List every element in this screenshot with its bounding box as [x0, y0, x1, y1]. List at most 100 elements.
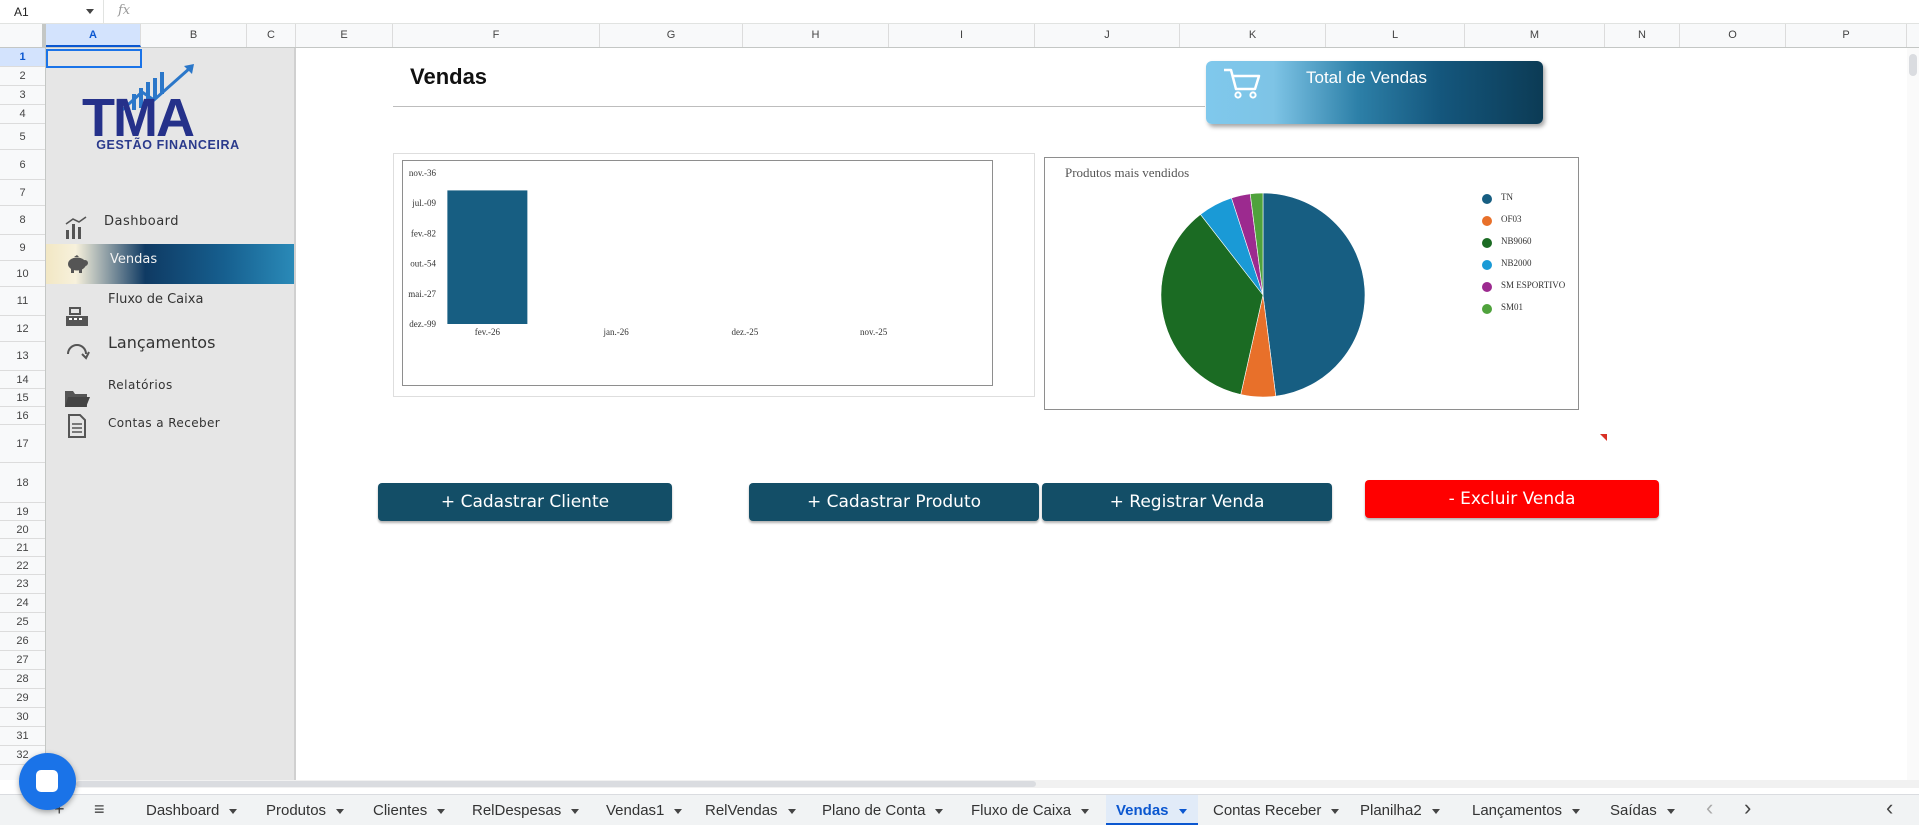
column-header-cell[interactable]: N: [1605, 24, 1680, 47]
row-header-cell[interactable]: 2: [0, 67, 45, 86]
sheet-tab[interactable]: Produtos: [256, 795, 345, 825]
row-header-cell[interactable]: 26: [0, 632, 45, 651]
chevron-down-icon[interactable]: [1572, 808, 1581, 814]
comment-indicator[interactable]: [1600, 434, 1607, 441]
row-header-cell[interactable]: 23: [0, 575, 45, 594]
prev-tab-button[interactable]: ‹: [1706, 795, 1714, 820]
name-box-dropdown-icon[interactable]: [86, 9, 94, 14]
row-header-cell[interactable]: 6: [0, 150, 45, 180]
pie-chart[interactable]: [1045, 158, 1578, 409]
bar[interactable]: [447, 190, 528, 324]
column-header-cell[interactable]: C: [247, 24, 296, 47]
column-header-cell[interactable]: O: [1680, 24, 1786, 47]
chevron-down-icon[interactable]: [229, 808, 238, 814]
sheet-tab[interactable]: Vendas: [1106, 795, 1198, 825]
sheet-tab[interactable]: RelDespesas: [462, 795, 580, 825]
row-header-cell[interactable]: 32: [0, 746, 45, 765]
row-header-cell[interactable]: 7: [0, 180, 45, 206]
vertical-scrollbar[interactable]: [1907, 48, 1919, 780]
sheet-tab[interactable]: Planilha2: [1350, 795, 1440, 825]
horizontal-scroll-thumb[interactable]: [76, 781, 1036, 787]
column-header-cell[interactable]: F: [393, 24, 600, 47]
column-header-cell[interactable]: J: [1035, 24, 1180, 47]
row-header-cell[interactable]: 21: [0, 539, 45, 557]
row-header-cell[interactable]: 10: [0, 261, 45, 287]
row-header-cell[interactable]: 17: [0, 425, 45, 463]
row-header-cell[interactable]: 3: [0, 86, 45, 105]
sheet-tab[interactable]: Fluxo de Caixa: [961, 795, 1090, 825]
chevron-down-icon[interactable]: [1666, 808, 1675, 814]
chevron-down-icon[interactable]: [1178, 808, 1187, 814]
row-header-cell[interactable]: 1: [0, 48, 45, 67]
quick-action-button[interactable]: [19, 753, 76, 810]
chevron-down-icon[interactable]: [437, 808, 446, 814]
add-client-button[interactable]: + Cadastrar Cliente: [378, 483, 672, 521]
chevron-down-icon[interactable]: [1081, 808, 1090, 814]
row-header-cell[interactable]: 12: [0, 316, 45, 342]
total-vendas-card[interactable]: Total de Vendas: [1206, 61, 1543, 124]
select-all-corner[interactable]: [0, 24, 46, 48]
sheet-tab[interactable]: Saídas: [1600, 795, 1675, 825]
column-header-cell[interactable]: I: [889, 24, 1035, 47]
vertical-scroll-thumb[interactable]: [1909, 54, 1917, 76]
column-header-cell[interactable]: L: [1326, 24, 1465, 47]
pie-chart-frame[interactable]: [1044, 157, 1579, 410]
row-header-cell[interactable]: 19: [0, 503, 45, 521]
column-header-cell[interactable]: E: [296, 24, 393, 47]
row-header-cell[interactable]: 25: [0, 613, 45, 632]
row-header-cell[interactable]: 4: [0, 105, 45, 124]
add-product-button[interactable]: + Cadastrar Produto: [749, 483, 1039, 521]
column-header-cell[interactable]: M: [1465, 24, 1605, 47]
chevron-down-icon[interactable]: [571, 808, 580, 814]
delete-sale-button[interactable]: - Excluir Venda: [1365, 480, 1659, 518]
all-sheets-menu-icon[interactable]: ≡: [94, 799, 105, 819]
column-header-cell[interactable]: P: [1786, 24, 1907, 47]
sidebar-item-contas-a-receber[interactable]: Contas a Receber: [46, 410, 294, 446]
chevron-down-icon[interactable]: [787, 808, 796, 814]
row-header-cell[interactable]: 20: [0, 521, 45, 539]
name-box[interactable]: A1: [0, 0, 104, 23]
row-header-cell[interactable]: 29: [0, 689, 45, 708]
pie-slice[interactable]: [1249, 192, 1264, 296]
row-header-cell[interactable]: 22: [0, 557, 45, 575]
row-header-cell[interactable]: 13: [0, 342, 45, 371]
column-header-cell[interactable]: H: [743, 24, 889, 47]
sheet-tab[interactable]: Vendas1: [596, 795, 683, 825]
sheet-tab[interactable]: Dashboard: [136, 795, 238, 825]
row-header-cell[interactable]: 5: [0, 124, 45, 150]
sheet-tab[interactable]: Contas Receber: [1203, 795, 1340, 825]
row-header-cell[interactable]: 11: [0, 287, 45, 316]
sidebar-item-dashboard[interactable]: Dashboard: [46, 210, 294, 244]
add-sheet-button[interactable]: +: [54, 799, 65, 819]
row-header-cell[interactable]: 14: [0, 371, 45, 389]
sidebar-item-relatorios[interactable]: Relatórios: [46, 372, 294, 408]
column-header-cell[interactable]: K: [1180, 24, 1326, 47]
row-header-cell[interactable]: 18: [0, 463, 45, 503]
chevron-down-icon[interactable]: [1431, 808, 1440, 814]
selected-cell-a1[interactable]: [46, 49, 142, 68]
sheet-tab[interactable]: Lançamentos: [1462, 795, 1581, 825]
chevron-down-icon[interactable]: [935, 808, 944, 814]
sidebar-item-fluxo-de-caixa[interactable]: Fluxo de Caixa: [46, 290, 294, 334]
sidebar-item-lancamentos[interactable]: Lançamentos: [46, 330, 294, 366]
sidebar-item-vendas[interactable]: Vendas: [46, 244, 294, 284]
bar-chart[interactable]: dez.-99 mai.-27 out.-54 fev.-82 jul.-09 nov.-…: [403, 161, 992, 385]
register-sale-button[interactable]: + Registrar Venda: [1042, 483, 1332, 521]
row-header-cell[interactable]: 31: [0, 727, 45, 746]
pie-slice[interactable]: [1262, 192, 1366, 397]
row-header-cell[interactable]: 27: [0, 651, 45, 670]
sheet-tab[interactable]: Plano de Conta: [812, 795, 944, 825]
sheet-tab[interactable]: RelVendas: [695, 795, 796, 825]
chevron-down-icon[interactable]: [1331, 808, 1340, 814]
row-header-cell[interactable]: 28: [0, 670, 45, 689]
column-header-cell[interactable]: B: [141, 24, 247, 47]
row-header-cell[interactable]: 9: [0, 235, 45, 261]
row-header-cell[interactable]: 24: [0, 594, 45, 613]
horizontal-scrollbar[interactable]: [46, 780, 1919, 788]
row-header-cell[interactable]: 8: [0, 206, 45, 235]
sheet-tab[interactable]: Clientes: [363, 795, 446, 825]
column-header-cell[interactable]: G: [600, 24, 743, 47]
collapse-tabs-button[interactable]: ‹: [1886, 795, 1894, 820]
chevron-down-icon[interactable]: [336, 808, 345, 814]
row-header-cell[interactable]: 15: [0, 389, 45, 407]
